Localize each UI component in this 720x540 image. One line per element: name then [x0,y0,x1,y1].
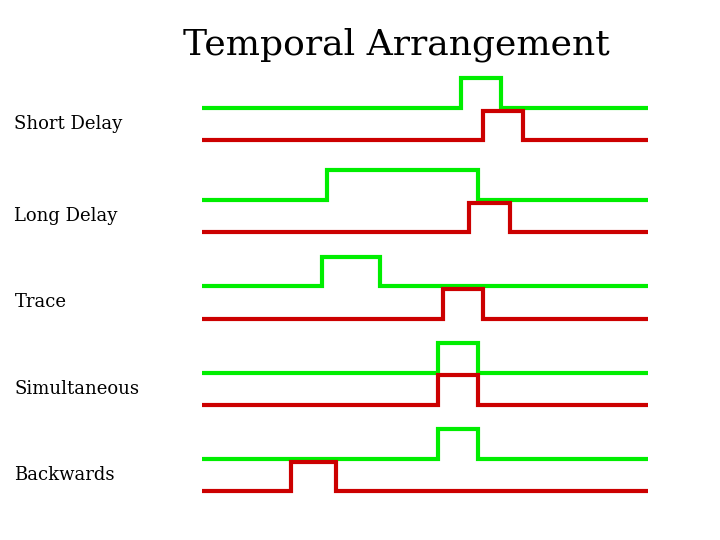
Text: Long Delay: Long Delay [14,207,118,225]
Text: Temporal Arrangement: Temporal Arrangement [183,27,609,62]
Text: Short Delay: Short Delay [14,115,122,133]
Text: Trace: Trace [14,293,66,312]
Text: Backwards: Backwards [14,466,115,484]
Text: Simultaneous: Simultaneous [14,380,140,398]
